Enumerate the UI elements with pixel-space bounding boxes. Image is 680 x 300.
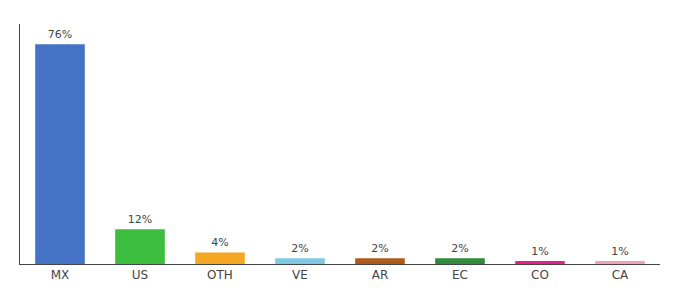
svg-text:4%: 4% xyxy=(211,236,228,249)
svg-text:CO: CO xyxy=(531,268,549,282)
svg-text:VE: VE xyxy=(292,268,308,282)
svg-text:OTH: OTH xyxy=(207,268,233,282)
svg-text:2%: 2% xyxy=(291,242,308,255)
svg-text:2%: 2% xyxy=(451,242,468,255)
svg-text:CA: CA xyxy=(612,268,629,282)
svg-text:12%: 12% xyxy=(128,213,152,226)
svg-text:1%: 1% xyxy=(611,245,628,258)
svg-text:1%: 1% xyxy=(531,245,548,258)
svg-text:EC: EC xyxy=(452,268,468,282)
svg-text:2%: 2% xyxy=(371,242,388,255)
svg-text:MX: MX xyxy=(51,268,70,282)
svg-text:AR: AR xyxy=(372,268,389,282)
svg-text:US: US xyxy=(132,268,148,282)
svg-text:76%: 76% xyxy=(48,28,72,41)
